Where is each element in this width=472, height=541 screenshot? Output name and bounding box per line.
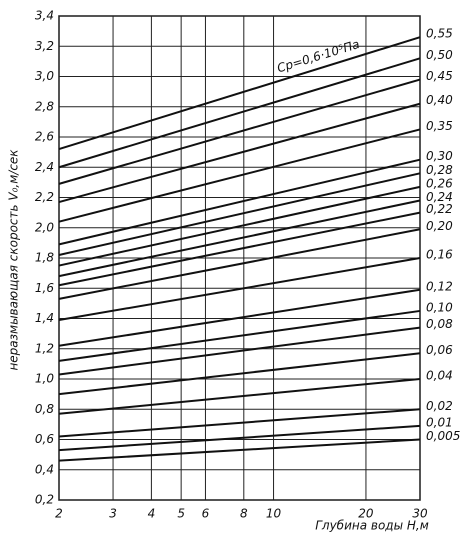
y-tick-label: 0,6 <box>35 432 54 446</box>
series-line <box>58 438 421 462</box>
y-tick-label: 1,2 <box>35 341 54 355</box>
x-tick-label: 6 <box>202 507 210 521</box>
y-tick-label: 0,4 <box>35 462 54 476</box>
series-line <box>58 228 421 300</box>
series-line <box>58 128 421 223</box>
x-tick-label: 30 <box>412 507 428 521</box>
y-tick-label: 1,8 <box>35 251 54 265</box>
series-line <box>58 424 421 452</box>
y-tick-label: 1,4 <box>35 311 54 325</box>
series-line <box>58 57 421 169</box>
series-label: 0,005 <box>426 429 460 443</box>
series-label: 0,50 <box>426 48 453 62</box>
y-tick-label: 2,6 <box>35 130 54 144</box>
series-label: 0,10 <box>426 300 453 314</box>
series-label: 0,45 <box>426 69 453 83</box>
y-tick-label: 1,0 <box>35 372 54 386</box>
series-line <box>58 408 421 438</box>
series-label: 0,24 <box>426 190 453 204</box>
series-line <box>58 352 421 396</box>
series-line <box>58 378 421 415</box>
y-tick-label: 2,0 <box>35 220 54 234</box>
series-line <box>58 36 421 151</box>
x-tick-label: 5 <box>177 507 185 521</box>
series-label: 0,30 <box>426 149 453 163</box>
y-tick-label: 0,2 <box>35 493 54 507</box>
series-line <box>58 102 421 204</box>
y-tick-label: 2,4 <box>35 160 54 174</box>
series-label: 0,04 <box>426 369 453 383</box>
series-line <box>58 172 421 256</box>
series-label: 0,06 <box>426 343 453 357</box>
series-label: 0,26 <box>426 176 453 190</box>
y-tick-label: 2,8 <box>35 99 54 113</box>
series-line <box>58 257 421 321</box>
series-label: 0,22 <box>426 202 453 216</box>
x-tick-label: 8 <box>240 507 248 521</box>
x-tick-label: 2 <box>55 507 63 521</box>
series-label: 0,12 <box>426 279 453 293</box>
x-tick-label: 20 <box>358 507 374 521</box>
series-line <box>58 199 421 278</box>
series-label: 0,20 <box>426 219 453 233</box>
y-tick-label: 1,6 <box>35 281 54 295</box>
y-axis-label: неразмывающая скорость V₀,м/сек <box>7 149 21 371</box>
series-line <box>58 185 421 267</box>
series-line <box>58 78 421 185</box>
series-label: 0,28 <box>426 163 453 177</box>
series-line <box>58 288 421 347</box>
series-label: 0,02 <box>426 399 453 413</box>
y-tick-label: 2,2 <box>35 190 54 204</box>
series-line <box>58 211 421 287</box>
y-tick-label: 3,4 <box>35 9 54 23</box>
series-label: 0,01 <box>426 415 453 429</box>
series-line <box>58 326 421 376</box>
y-tick-label: 0,8 <box>35 402 54 416</box>
series-line <box>58 309 421 362</box>
series-line <box>58 158 421 246</box>
series-label: 0,35 <box>426 119 453 133</box>
series-label: 0,40 <box>426 93 453 107</box>
series-label: 0,16 <box>426 248 453 262</box>
series-label: 0,08 <box>426 317 453 331</box>
y-tick-label: 3,0 <box>35 69 54 83</box>
series-label: 0,55 <box>426 27 453 41</box>
y-tick-label: 3,2 <box>35 39 54 53</box>
x-tick-label: 4 <box>148 507 156 521</box>
x-tick-label: 10 <box>266 507 282 521</box>
x-axis-label: Глубина воды Н,м <box>315 519 429 533</box>
x-tick-label: 3 <box>109 507 117 521</box>
